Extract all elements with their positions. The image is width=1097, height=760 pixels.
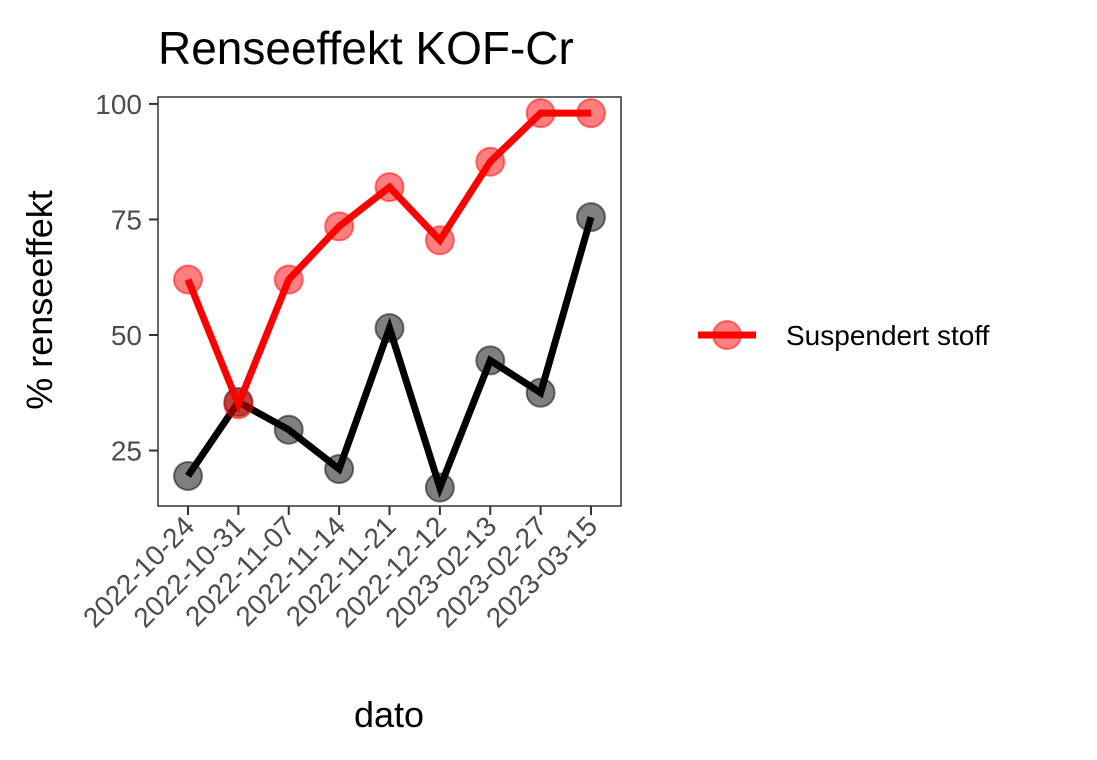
data-point [324,454,355,485]
data-point [525,377,556,408]
data-point [424,472,455,503]
data-point [273,414,304,445]
plot-panel-border [157,96,622,507]
data-point [324,211,355,242]
data-point [173,460,203,491]
data-point [424,225,455,256]
series-suspendert-stoff [173,98,606,420]
series-line [184,109,591,414]
y-axis: 25 50 75 100 [95,89,158,467]
data-point [223,389,254,420]
y-tick-label: 25 [111,436,142,467]
series-line [185,216,595,498]
series-unnamed [173,202,606,503]
x-axis: 2022-10-242022-10-312022-11-072022-11-14… [77,506,603,634]
data-point [374,313,405,344]
data-point [525,98,556,129]
legend: Suspendert stoff [698,320,990,351]
y-axis-title: % renseeffekt [19,190,60,409]
y-tick-label: 100 [95,89,142,120]
data-point [475,345,506,376]
data-point [173,264,203,295]
plot-area [173,98,606,503]
data-point [475,146,506,177]
data-point [273,264,304,295]
legend-key-point [712,320,742,350]
data-point [576,202,606,233]
x-axis-title: dato [354,694,424,735]
data-point [576,98,606,129]
data-point [374,172,405,203]
chart-title: Renseeffekt KOF-Cr [158,22,574,74]
y-tick-label: 75 [111,204,142,235]
y-tick-label: 50 [111,320,142,351]
legend-label: Suspendert stoff [786,320,990,351]
